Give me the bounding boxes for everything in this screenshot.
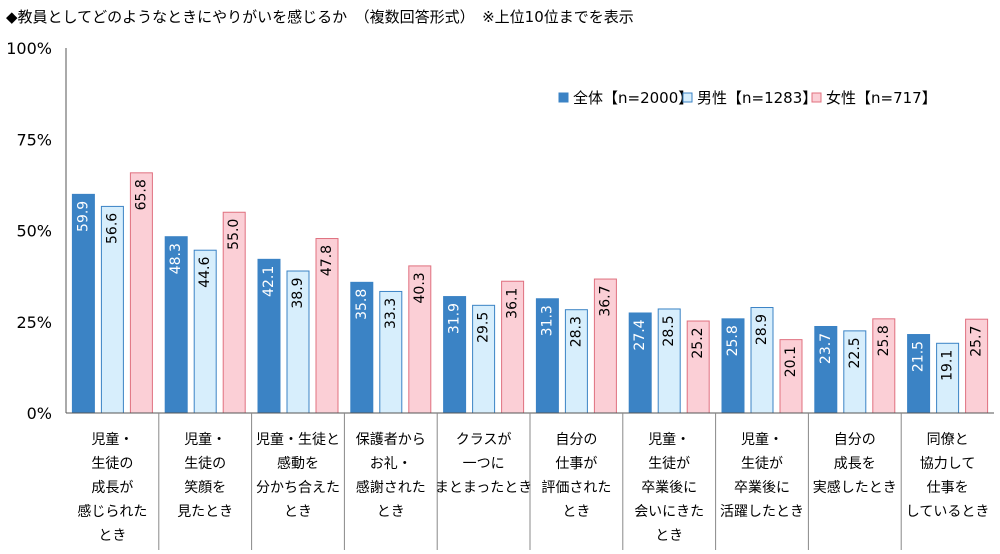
category-label: とき <box>284 504 312 520</box>
bar-value-label: 56.6 <box>104 213 120 244</box>
category-label: 分かち合えた <box>256 480 340 496</box>
category-label: 生徒の <box>184 456 226 472</box>
category-label: クラスが <box>456 432 512 448</box>
category-label: とき <box>377 504 405 520</box>
category-label: 感動を <box>277 455 319 472</box>
category-label: 児童・ <box>184 431 226 448</box>
bar-value-label: 31.9 <box>447 303 463 334</box>
bar-value-label: 28.9 <box>754 314 770 345</box>
bar-labels: 59.9 56.6 65.8 48.3 44.6 55.0 42.1 38.9 47.8 35.8… <box>75 179 984 381</box>
bar-value-label: 31.3 <box>539 305 555 336</box>
category-label: しているとき <box>906 504 990 520</box>
legend-swatch <box>811 92 822 103</box>
category-label: 実感したとき <box>813 479 897 496</box>
category-label: とき <box>98 528 126 544</box>
bar-value-label: 44.6 <box>197 257 213 288</box>
category-label: 感謝された <box>356 479 426 496</box>
category-label: 活躍したとき <box>720 504 804 520</box>
legend-label: 女性【n=717】 <box>826 89 937 107</box>
category-label: とき <box>655 528 683 544</box>
chart-title: ◆教員としてどのようなときにやりがいを感じるか （複数回答形式） ※上位10位ま… <box>6 8 634 26</box>
bar-value-label: 25.8 <box>725 325 741 356</box>
bars <box>71 172 989 414</box>
category-label: 会いにきた <box>634 504 704 520</box>
bar-value-label: 59.9 <box>75 201 91 232</box>
bar-value-label: 36.7 <box>597 285 613 316</box>
y-tick-label: 50% <box>16 222 52 241</box>
bar-value-label: 28.3 <box>568 316 584 347</box>
bar-value-label: 42.1 <box>261 266 277 297</box>
bar-value-label: 33.3 <box>383 298 399 329</box>
category-label: 仕事が <box>555 456 597 472</box>
bar-value-label: 36.1 <box>505 288 521 319</box>
category-label: 笑顔を <box>184 480 226 496</box>
bar-value-label: 47.8 <box>319 245 335 276</box>
category-label: まとまったとき <box>435 480 532 496</box>
category-label: 児童・生徒と <box>256 431 340 448</box>
bar-value-label: 38.9 <box>290 277 306 308</box>
x-axis-labels: 児童・生徒の成長が感じられたとき児童・生徒の笑顔を見たとき児童・生徒と感動を分か… <box>77 431 989 544</box>
category-label: 同僚と <box>927 432 969 448</box>
legend-swatch <box>558 92 569 103</box>
y-tick-label: 100% <box>6 39 52 58</box>
y-tick-label: 0% <box>27 404 52 423</box>
category-label: とき <box>562 504 590 520</box>
bar-value-label: 25.8 <box>876 325 892 356</box>
category-label: 自分の <box>555 432 597 448</box>
category-label: お礼・ <box>370 456 412 472</box>
category-label: 生徒の <box>91 456 133 472</box>
bar-value-label: 22.5 <box>847 337 863 368</box>
bar-value-label: 48.3 <box>168 243 184 274</box>
legend-swatch <box>682 92 693 103</box>
category-label: 卒業後に <box>641 480 697 496</box>
bar-value-label: 28.5 <box>661 315 677 346</box>
bar-value-label: 55.0 <box>226 219 242 250</box>
category-label: 卒業後に <box>734 480 790 496</box>
bar-value-label: 29.5 <box>476 312 492 343</box>
category-label: 感じられた <box>77 503 147 520</box>
y-tick-label: 75% <box>16 130 52 149</box>
category-label: 児童・ <box>741 431 783 448</box>
category-label: 生徒が <box>741 456 783 472</box>
bar-value-label: 21.5 <box>911 341 927 372</box>
category-label: 児童・ <box>648 431 690 448</box>
bar-value-label: 23.7 <box>818 333 834 364</box>
bar-value-label: 27.4 <box>632 319 648 350</box>
bar-value-label: 35.8 <box>354 289 370 320</box>
category-label: 成長が <box>91 480 133 496</box>
category-label: 見たとき <box>177 504 233 520</box>
bar-value-label: 40.3 <box>412 272 428 303</box>
category-label: 保護者から <box>356 432 426 448</box>
y-tick-label: 25% <box>16 313 52 332</box>
bar-value-label: 25.7 <box>969 326 985 357</box>
legend-label: 男性【n=1283】 <box>697 89 817 107</box>
category-label: 自分の <box>834 432 876 448</box>
category-label: 一つに <box>463 456 505 472</box>
category-label: 児童・ <box>91 431 133 448</box>
y-axis-labels: 0% 25% 50% 75% 100% <box>6 39 52 423</box>
category-label: 成長を <box>834 456 876 472</box>
category-label: 生徒が <box>648 456 690 472</box>
legend: 全体【n=2000】 男性【n=1283】 女性【n=717】 <box>558 89 937 107</box>
bar-value-label: 20.1 <box>783 346 799 377</box>
bar-value-label: 19.1 <box>940 350 956 381</box>
category-label: 協力して <box>920 456 976 472</box>
legend-label: 全体【n=2000】 <box>573 89 693 107</box>
category-label: 仕事を <box>927 480 969 496</box>
axes <box>65 48 994 550</box>
bar-value-label: 25.2 <box>690 327 706 358</box>
bar-value-label: 65.8 <box>133 179 149 210</box>
category-label: 評価された <box>541 480 611 496</box>
